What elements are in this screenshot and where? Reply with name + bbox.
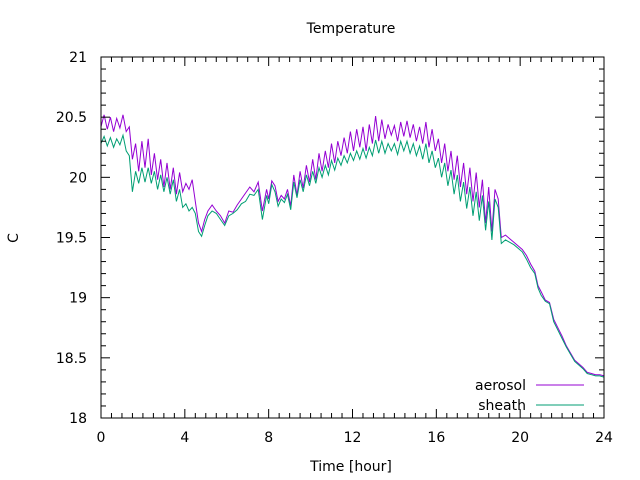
y-axis-label: C bbox=[6, 233, 22, 243]
x-tick-label: 0 bbox=[97, 430, 106, 446]
y-axis-ticks: 18 18.5 19 19.5 20 20.5 21 bbox=[56, 50, 604, 427]
x-tick-label: 24 bbox=[595, 430, 613, 446]
y-tick-label: 21 bbox=[69, 50, 87, 66]
x-tick-label: 8 bbox=[264, 430, 273, 446]
series-line-aerosol bbox=[100, 114, 605, 377]
plot-lines bbox=[100, 114, 605, 378]
legend-label-sheath: sheath bbox=[478, 398, 526, 414]
legend-label-aerosol: aerosol bbox=[475, 378, 526, 394]
y-tick-label: 18 bbox=[69, 411, 87, 427]
plot-frame bbox=[100, 56, 605, 419]
x-tick-label: 12 bbox=[344, 430, 362, 446]
y-tick-label: 18.5 bbox=[56, 351, 87, 367]
x-tick-label: 16 bbox=[427, 430, 445, 446]
x-tick-label: 4 bbox=[180, 430, 189, 446]
legend: aerosol sheath bbox=[475, 378, 584, 414]
x-tick-label: 20 bbox=[511, 430, 529, 446]
y-tick-label: 19 bbox=[69, 291, 87, 307]
y-tick-label: 20.5 bbox=[56, 110, 87, 126]
x-axis-label: Time [hour] bbox=[309, 459, 392, 475]
chart-title: Temperature bbox=[306, 21, 396, 37]
x-axis-ticks: 0 4 8 12 16 20 24 bbox=[97, 57, 613, 446]
y-tick-label: 20 bbox=[69, 170, 87, 186]
series-line-sheath bbox=[100, 133, 605, 378]
y-tick-label: 19.5 bbox=[56, 231, 87, 247]
